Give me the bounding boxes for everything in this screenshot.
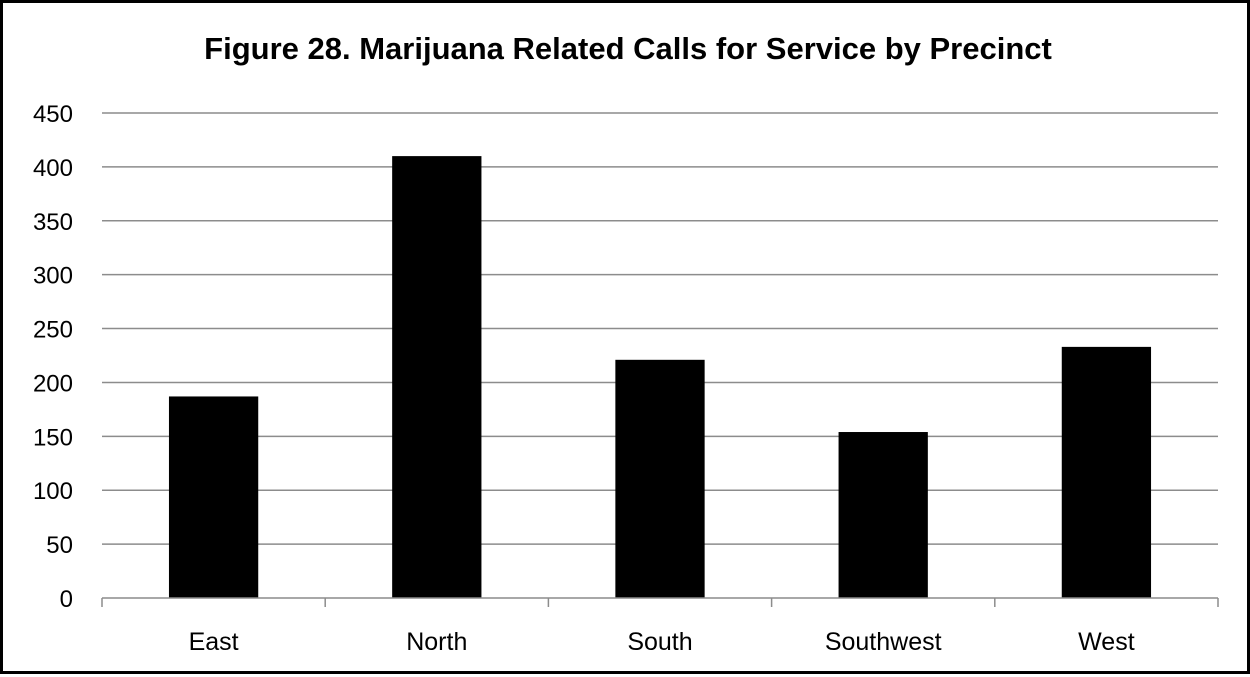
- bar-south: [615, 359, 705, 598]
- x-tick-label: East: [189, 628, 239, 656]
- bar-east: [168, 396, 259, 598]
- bar-west: [1061, 346, 1152, 598]
- y-tick-label: 100: [33, 478, 73, 505]
- bar-southwest: [838, 432, 928, 598]
- y-tick-label: 300: [33, 263, 73, 290]
- y-tick-label: 50: [46, 532, 73, 559]
- x-tick-label: North: [406, 628, 467, 656]
- y-tick-label: 250: [33, 317, 73, 344]
- chart-title: Figure 28. Marijuana Related Calls for S…: [204, 31, 1052, 66]
- y-tick-label: 350: [33, 209, 73, 236]
- y-tick-label: 0: [60, 586, 73, 613]
- y-tick-label: 150: [33, 424, 73, 451]
- x-tick-label: South: [627, 628, 692, 656]
- bars: [168, 156, 1152, 598]
- x-axis: [101, 597, 1219, 607]
- x-axis-tick-labels: East North South Southwest West: [189, 628, 1135, 656]
- y-axis-tick-labels: 0 50 100 150 200 250 300 350 400 450: [33, 101, 73, 613]
- x-tick-label: Southwest: [825, 628, 942, 656]
- y-tick-label: 450: [33, 101, 73, 128]
- bar-north: [392, 156, 482, 598]
- y-tick-label: 200: [33, 370, 73, 397]
- y-tick-label: 400: [33, 155, 73, 182]
- bar-chart: 0 50 100 150 200 250 300 350 400 450 East North Sou…: [33, 101, 1219, 656]
- x-tick-label: West: [1078, 628, 1135, 656]
